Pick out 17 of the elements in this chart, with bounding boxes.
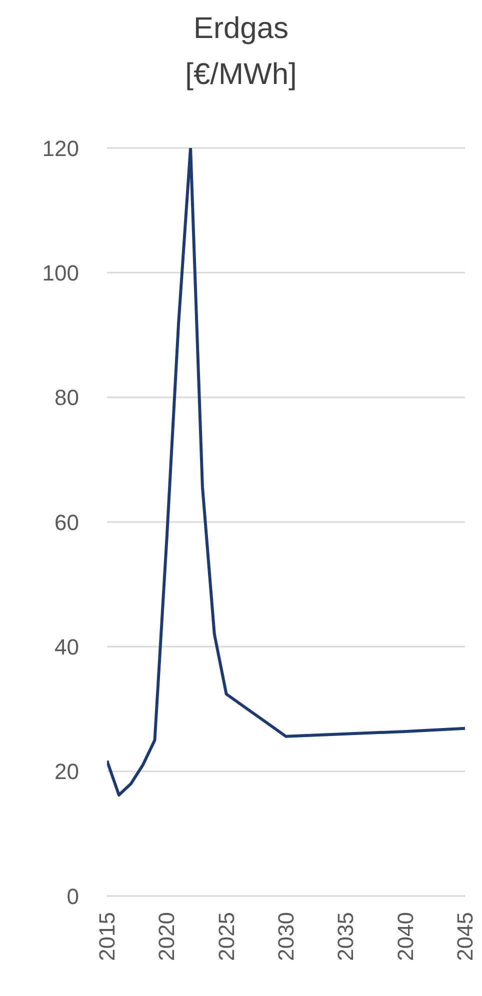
y-tick-label: 80 [54,385,79,410]
x-tick-label: 2035 [333,912,358,961]
chart-subtitle: [€/MWh] [184,58,298,92]
x-tick-label: 2045 [452,912,478,961]
y-tick-label: 120 [42,136,79,161]
line-series [107,148,465,797]
y-tick-label: 100 [42,260,79,286]
x-tick-label: 2030 [274,912,298,961]
x-tick-label: 2020 [154,912,180,961]
y-tick-label: 60 [54,510,79,535]
x-tick-label: 2025 [214,912,239,961]
x-tick-label: 2040 [392,912,418,961]
chart-title: Erdgas [192,12,290,46]
y-tick-label: 20 [54,759,79,784]
x-tick-label: 2015 [94,912,120,961]
y-tick-label: 0 [66,884,79,909]
y-tick-label: 40 [54,634,79,660]
